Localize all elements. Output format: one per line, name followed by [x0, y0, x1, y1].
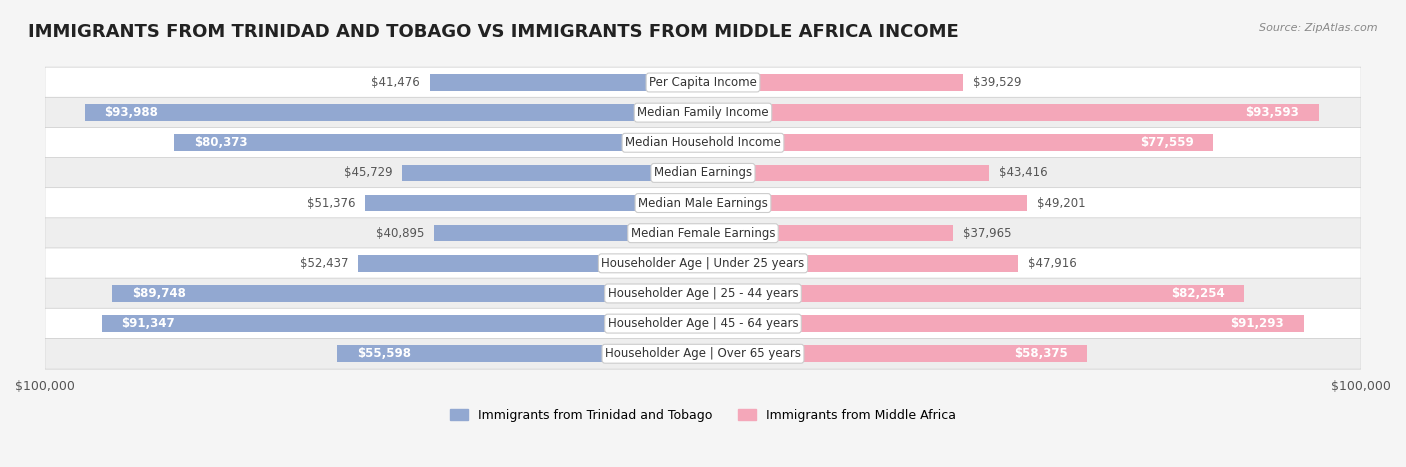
Text: IMMIGRANTS FROM TRINIDAD AND TOBAGO VS IMMIGRANTS FROM MIDDLE AFRICA INCOME: IMMIGRANTS FROM TRINIDAD AND TOBAGO VS I… — [28, 23, 959, 42]
Bar — [359, 255, 703, 272]
Text: Per Capita Income: Per Capita Income — [650, 76, 756, 89]
Text: $93,988: $93,988 — [104, 106, 157, 119]
FancyBboxPatch shape — [45, 339, 1361, 369]
Text: Median Female Earnings: Median Female Earnings — [631, 226, 775, 240]
Text: $51,376: $51,376 — [307, 197, 356, 210]
Bar — [402, 165, 703, 181]
FancyBboxPatch shape — [45, 157, 1361, 188]
Bar — [101, 315, 703, 332]
Text: $58,375: $58,375 — [1014, 347, 1067, 360]
FancyBboxPatch shape — [45, 127, 1361, 158]
Bar — [430, 74, 703, 91]
Text: Median Earnings: Median Earnings — [654, 166, 752, 179]
Bar — [703, 225, 953, 241]
Bar — [84, 104, 703, 121]
Bar — [434, 225, 703, 241]
Bar — [703, 195, 1026, 212]
Bar — [112, 285, 703, 302]
Text: $47,916: $47,916 — [1028, 257, 1077, 270]
Text: Source: ZipAtlas.com: Source: ZipAtlas.com — [1260, 23, 1378, 33]
Text: Householder Age | Under 25 years: Householder Age | Under 25 years — [602, 257, 804, 270]
Text: Householder Age | 25 - 44 years: Householder Age | 25 - 44 years — [607, 287, 799, 300]
Bar — [703, 346, 1087, 362]
Text: $37,965: $37,965 — [963, 226, 1011, 240]
FancyBboxPatch shape — [45, 218, 1361, 248]
Text: $89,748: $89,748 — [132, 287, 186, 300]
FancyBboxPatch shape — [45, 188, 1361, 219]
Text: $41,476: $41,476 — [371, 76, 420, 89]
Text: $80,373: $80,373 — [194, 136, 247, 149]
Bar — [703, 104, 1319, 121]
FancyBboxPatch shape — [45, 97, 1361, 128]
FancyBboxPatch shape — [45, 67, 1361, 98]
Bar — [703, 74, 963, 91]
Bar — [337, 346, 703, 362]
Text: Householder Age | Over 65 years: Householder Age | Over 65 years — [605, 347, 801, 360]
Legend: Immigrants from Trinidad and Tobago, Immigrants from Middle Africa: Immigrants from Trinidad and Tobago, Imm… — [444, 403, 962, 427]
Bar — [703, 285, 1244, 302]
Text: $52,437: $52,437 — [299, 257, 349, 270]
Bar — [703, 134, 1213, 151]
Text: Median Male Earnings: Median Male Earnings — [638, 197, 768, 210]
Text: Median Family Income: Median Family Income — [637, 106, 769, 119]
Text: $91,347: $91,347 — [122, 317, 176, 330]
Bar — [366, 195, 703, 212]
FancyBboxPatch shape — [45, 308, 1361, 339]
Bar — [174, 134, 703, 151]
Text: Householder Age | 45 - 64 years: Householder Age | 45 - 64 years — [607, 317, 799, 330]
Text: $40,895: $40,895 — [375, 226, 425, 240]
Text: $43,416: $43,416 — [998, 166, 1047, 179]
Text: $93,593: $93,593 — [1246, 106, 1299, 119]
Text: $82,254: $82,254 — [1171, 287, 1225, 300]
Text: $39,529: $39,529 — [973, 76, 1022, 89]
Bar — [703, 315, 1303, 332]
Text: $77,559: $77,559 — [1140, 136, 1194, 149]
Text: $49,201: $49,201 — [1036, 197, 1085, 210]
Bar — [703, 255, 1018, 272]
Text: $91,293: $91,293 — [1230, 317, 1284, 330]
FancyBboxPatch shape — [45, 248, 1361, 279]
FancyBboxPatch shape — [45, 278, 1361, 309]
Text: $55,598: $55,598 — [357, 347, 411, 360]
Text: Median Household Income: Median Household Income — [626, 136, 780, 149]
Text: $45,729: $45,729 — [343, 166, 392, 179]
Bar — [703, 165, 988, 181]
